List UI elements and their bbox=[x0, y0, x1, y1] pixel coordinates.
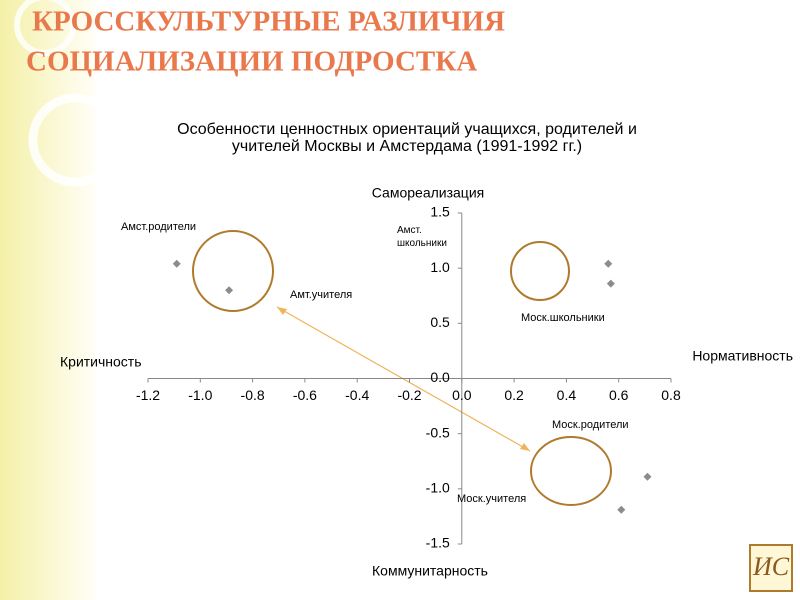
y-tick-label: 0.0 bbox=[430, 369, 450, 385]
arrow-head bbox=[277, 307, 287, 315]
point-label: Моск.школьники bbox=[521, 312, 605, 324]
point bbox=[643, 472, 652, 481]
x-tick-label: -0.8 bbox=[241, 387, 265, 403]
x-tick-label: 0.2 bbox=[504, 387, 524, 403]
axis-label: Самореализация bbox=[372, 185, 484, 201]
x-tick-label: -0.4 bbox=[345, 387, 369, 403]
y-tick-label: -0.5 bbox=[426, 424, 450, 440]
chart-title: учителей Москвы и Амстердама (1991-1992 … bbox=[232, 138, 582, 155]
axis-label: Нормативность bbox=[692, 348, 793, 364]
point-label: Амст. школьники bbox=[397, 225, 447, 249]
logo-text: ИС bbox=[752, 552, 790, 581]
y-tick-label: -1.0 bbox=[426, 480, 450, 496]
x-tick-label: 0.0 bbox=[452, 387, 472, 403]
y-tick-label: 1.0 bbox=[430, 259, 450, 275]
logo bbox=[749, 544, 793, 592]
decor-circle bbox=[14, 0, 76, 56]
point-label: Моск.родители bbox=[552, 419, 629, 431]
point bbox=[606, 279, 615, 288]
decor-strip bbox=[0, 0, 95, 600]
axis-label: Коммунитарность bbox=[372, 563, 488, 579]
x-tick-label: 0.8 bbox=[661, 387, 681, 403]
point bbox=[617, 505, 626, 514]
point bbox=[225, 286, 234, 295]
y-tick-label: 0.5 bbox=[430, 314, 450, 330]
highlight-circle bbox=[192, 230, 274, 312]
point-label: Амст.родители bbox=[121, 221, 196, 233]
x-tick-label: -0.2 bbox=[397, 387, 421, 403]
slide-title: КРОССКУЛЬТУРНЫЕ РАЗЛИЧИЯ bbox=[32, 6, 505, 38]
highlight-circle bbox=[530, 436, 612, 506]
slide-title: СОЦИАЛИЗАЦИИ ПОДРОСТКА bbox=[26, 46, 477, 78]
x-tick-label: -1.2 bbox=[136, 387, 160, 403]
point-label: Моск.учителя bbox=[457, 493, 526, 505]
y-tick-label: 1.5 bbox=[430, 204, 450, 220]
x-tick-label: -1.0 bbox=[188, 387, 212, 403]
arrow-head bbox=[520, 443, 530, 451]
decor-circle bbox=[28, 93, 122, 187]
point bbox=[604, 259, 613, 268]
x-tick-label: -0.6 bbox=[293, 387, 317, 403]
point-label: Амт.учителя bbox=[290, 289, 352, 301]
x-tick-label: 0.6 bbox=[609, 387, 629, 403]
chart-title: Особенности ценностных ориентаций учащих… bbox=[177, 121, 637, 138]
x-tick-label: 0.4 bbox=[557, 387, 577, 403]
point bbox=[172, 259, 181, 268]
axis-label: Критичность bbox=[60, 354, 142, 370]
highlight-circle bbox=[510, 241, 570, 301]
y-tick-label: -1.5 bbox=[426, 535, 450, 551]
